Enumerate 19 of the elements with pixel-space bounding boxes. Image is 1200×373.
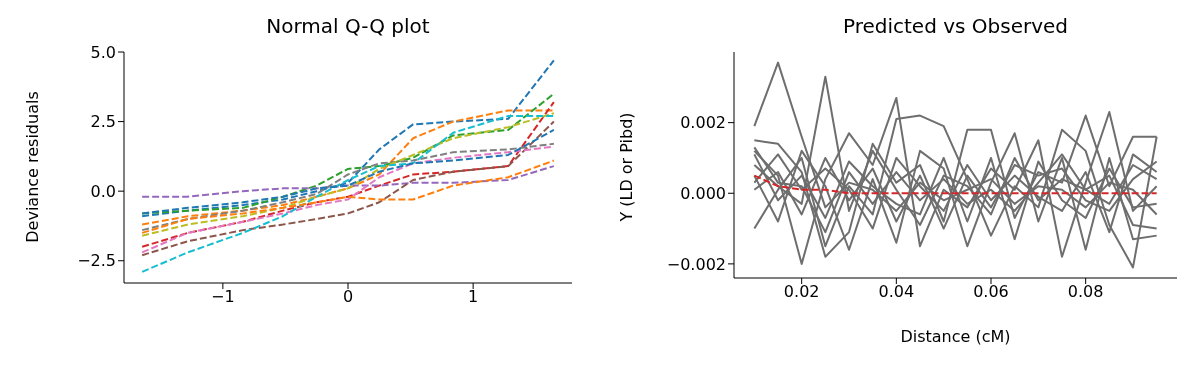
y-tick-label: 0.000 <box>680 183 726 203</box>
y-tick-label: 2.5 <box>90 112 116 132</box>
y-axis-title: Y (LD or Pibd) <box>616 112 636 222</box>
x-tick-label: 0 <box>342 287 354 307</box>
y-tick-label: −2.5 <box>77 251 116 271</box>
y-tick-label: 0.002 <box>680 113 726 133</box>
x-tick-label: 0.06 <box>973 282 1009 302</box>
y-tick-label: 5.0 <box>90 42 116 62</box>
x-tick-label: −1 <box>211 287 235 307</box>
x-axis-title: Distance (cM) <box>900 327 1011 346</box>
x-tick-label: 0.04 <box>878 282 915 302</box>
y-axis-title: Deviance residuals <box>22 91 42 243</box>
x-tick-label: 0.08 <box>1067 282 1104 302</box>
chart-title: Predicted vs Observed <box>841 14 1070 38</box>
chart-title: Normal Q-Q plot <box>265 14 431 38</box>
y-tick-label: 0.0 <box>90 181 116 201</box>
x-tick-label: 1 <box>468 287 479 307</box>
y-tick-label: −0.002 <box>666 254 726 274</box>
x-tick-label: 0.02 <box>783 282 820 302</box>
